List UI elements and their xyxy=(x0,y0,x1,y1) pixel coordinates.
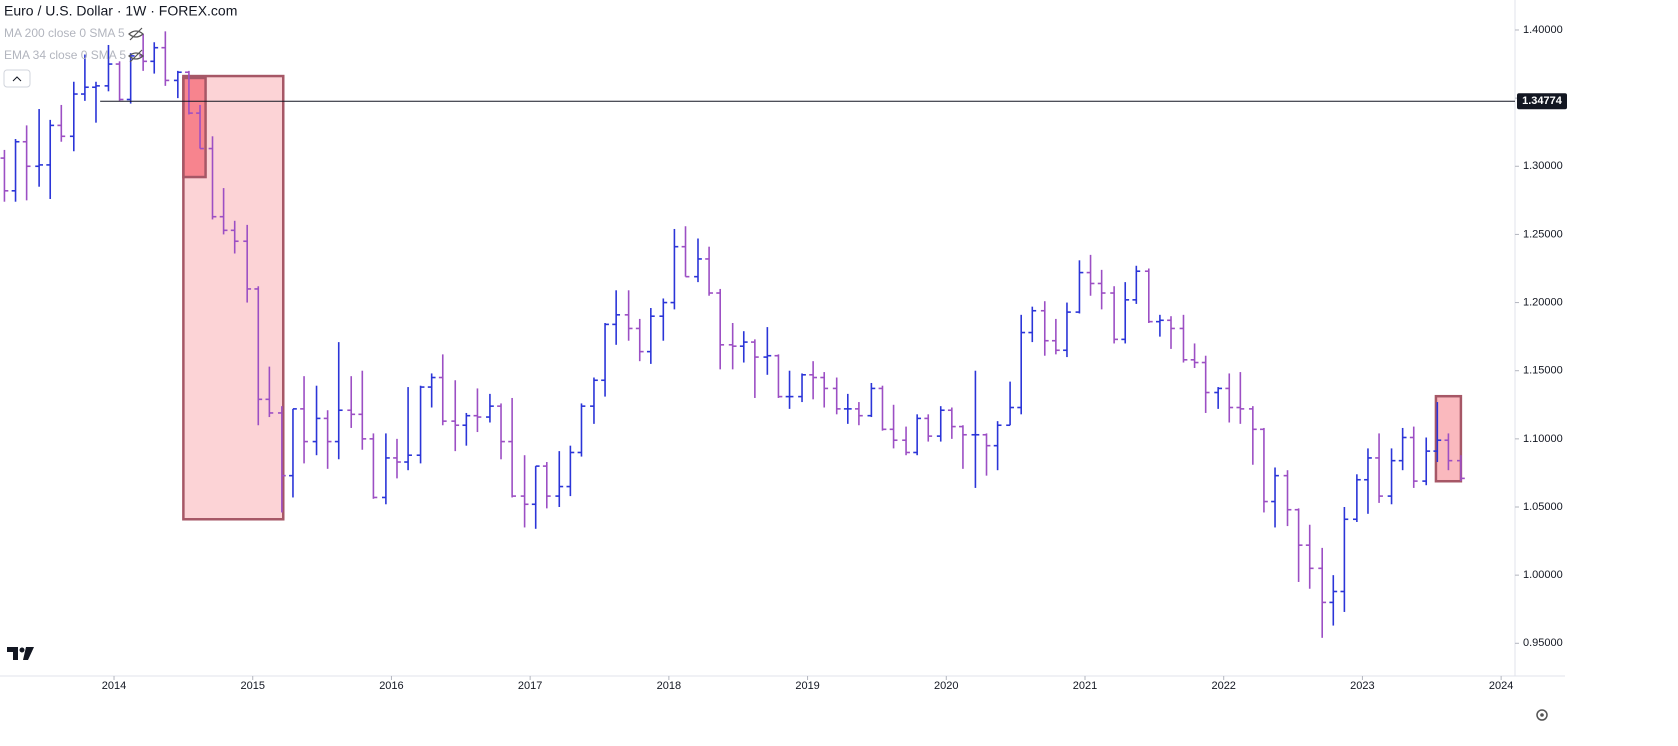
settings-icon[interactable] xyxy=(1536,709,1548,721)
hidden-icons[interactable] xyxy=(128,27,144,63)
x-tick-label: 2014 xyxy=(102,680,126,692)
price-label-box xyxy=(1517,93,1567,110)
price-label: 1.34774 xyxy=(1522,95,1563,107)
x-tick-label: 2017 xyxy=(518,680,542,692)
x-tick-label: 2020 xyxy=(934,680,958,692)
x-tick-label: 2021 xyxy=(1073,680,1097,692)
y-tick-label: 1.20000 xyxy=(1523,296,1563,308)
x-tick-label: 2024 xyxy=(1489,680,1513,692)
y-tick-label: 0.95000 xyxy=(1523,637,1563,649)
y-tick-label: 1.00000 xyxy=(1523,569,1563,581)
y-tick-label: 1.40000 xyxy=(1523,24,1563,36)
y-tick-label: 1.10000 xyxy=(1523,433,1563,445)
x-tick-label: 2022 xyxy=(1211,680,1235,692)
x-tick-label: 2018 xyxy=(657,680,681,692)
highlight-box xyxy=(182,76,207,179)
indicator-label: EMA 34 close 0 SMA 5 xyxy=(4,48,126,62)
y-tick-label: 1.15000 xyxy=(1523,365,1563,377)
indicator-label: MA 200 close 0 SMA 5 xyxy=(4,26,125,40)
tv-logo xyxy=(7,647,34,660)
y-tick-label: 1.30000 xyxy=(1523,160,1563,172)
plot xyxy=(0,31,1465,638)
y-tick-label: 1.05000 xyxy=(1523,501,1563,513)
settings-icon-dot xyxy=(1540,713,1544,717)
x-tick-label: 2015 xyxy=(240,680,264,692)
y-tick-label: 1.25000 xyxy=(1523,228,1563,240)
collapse-button[interactable] xyxy=(3,69,31,88)
collapse-icon xyxy=(12,76,22,82)
x-tick-label: 2023 xyxy=(1350,680,1374,692)
x-tick-label: 2019 xyxy=(795,680,819,692)
x-tick-label: 2016 xyxy=(379,680,403,692)
chart-title: Euro / U.S. Dollar · 1W · FOREX.com xyxy=(4,3,237,19)
